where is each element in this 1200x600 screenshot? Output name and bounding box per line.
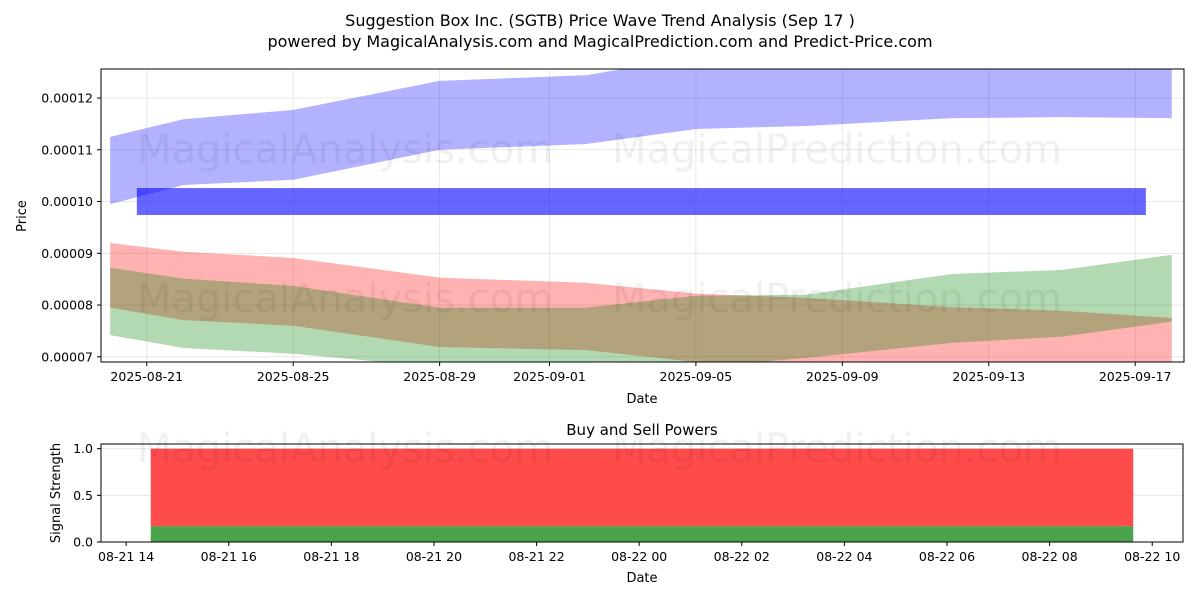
green-band bbox=[110, 254, 1172, 362]
x-tick-label: 08-21 22 bbox=[508, 549, 564, 564]
y-tick-label: 0.5 bbox=[73, 488, 93, 503]
x-tick-label: 08-22 06 bbox=[919, 549, 975, 564]
y-axis-label: Price bbox=[15, 200, 30, 232]
signal-ticks: 0.0 0.5 1.0 08-21 14 08-21 16 08-21 18 08-21 2… bbox=[73, 441, 1180, 564]
buy-power-bar bbox=[150, 526, 1134, 542]
x-tick-label: 2025-08-29 bbox=[403, 369, 476, 384]
watermark: MagicalPrediction.com bbox=[612, 127, 1062, 173]
watermark: MagicalAnalysis.com bbox=[137, 276, 553, 322]
signal-marks bbox=[150, 448, 1134, 542]
x-tick-label: 2025-09-01 bbox=[513, 369, 586, 384]
price-ticks: 2025-08-21 2025-08-25 2025-08-29 2025-09-01… bbox=[41, 90, 1171, 384]
x-tick-label: 2025-08-25 bbox=[257, 369, 330, 384]
signal-chart-title: Buy and Sell Powers bbox=[566, 421, 718, 439]
x-tick-label: 08-21 14 bbox=[98, 549, 154, 564]
x-tick-label: 08-22 08 bbox=[1022, 549, 1078, 564]
x-tick-label: 2025-09-09 bbox=[806, 369, 879, 384]
chart-title: Suggestion Box Inc. (SGTB) Price Wave Tr… bbox=[345, 11, 855, 30]
y-tick-label: 0.00008 bbox=[41, 298, 93, 313]
watermark: MagicalPrediction.com bbox=[612, 276, 1062, 322]
x-tick-label: 08-21 16 bbox=[201, 549, 257, 564]
x-tick-label: 08-22 00 bbox=[611, 549, 667, 564]
signal-x-axis-label: Date bbox=[626, 571, 657, 586]
blue-bar bbox=[136, 188, 1146, 215]
x-tick-label: 08-22 02 bbox=[714, 549, 770, 564]
x-tick-label: 08-22 04 bbox=[816, 549, 872, 564]
y-tick-label: 0.0 bbox=[73, 535, 93, 550]
red-band bbox=[110, 242, 1172, 362]
x-tick-label: 2025-09-13 bbox=[952, 369, 1025, 384]
price-chart: MagicalAnalysis.com MagicalPrediction.co… bbox=[15, 68, 1185, 407]
x-tick-label: 08-21 18 bbox=[303, 549, 359, 564]
x-axis-label: Date bbox=[626, 392, 657, 407]
signal-y-axis-label: Signal Strength bbox=[49, 443, 64, 543]
signal-chart: Buy and Sell Powers MagicalAnalysis.com … bbox=[49, 421, 1184, 586]
watermark: MagicalPrediction.com bbox=[612, 426, 1062, 472]
signal-axes-frame bbox=[100, 443, 1184, 543]
y-tick-label: 0.00012 bbox=[41, 90, 93, 105]
y-tick-label: 0.00007 bbox=[41, 349, 93, 364]
x-tick-label: 08-22 10 bbox=[1124, 549, 1180, 564]
x-tick-label: 2025-09-05 bbox=[660, 369, 733, 384]
watermark: MagicalAnalysis.com bbox=[137, 426, 553, 472]
x-tick-label: 2025-08-21 bbox=[110, 369, 183, 384]
chart-subtitle: powered by MagicalAnalysis.com and Magic… bbox=[267, 32, 932, 51]
y-tick-label: 0.00009 bbox=[41, 246, 93, 261]
blue-band bbox=[110, 69, 1172, 205]
y-tick-label: 0.00010 bbox=[41, 194, 93, 209]
y-tick-label: 1.0 bbox=[73, 441, 93, 456]
price-marks bbox=[110, 69, 1172, 362]
sell-power-bar bbox=[150, 448, 1134, 527]
watermark: MagicalAnalysis.com bbox=[137, 127, 553, 173]
x-tick-label: 2025-09-17 bbox=[1099, 369, 1172, 384]
y-tick-label: 0.00011 bbox=[41, 142, 93, 157]
x-tick-label: 08-21 20 bbox=[406, 549, 462, 564]
price-axes-frame bbox=[100, 68, 1185, 363]
